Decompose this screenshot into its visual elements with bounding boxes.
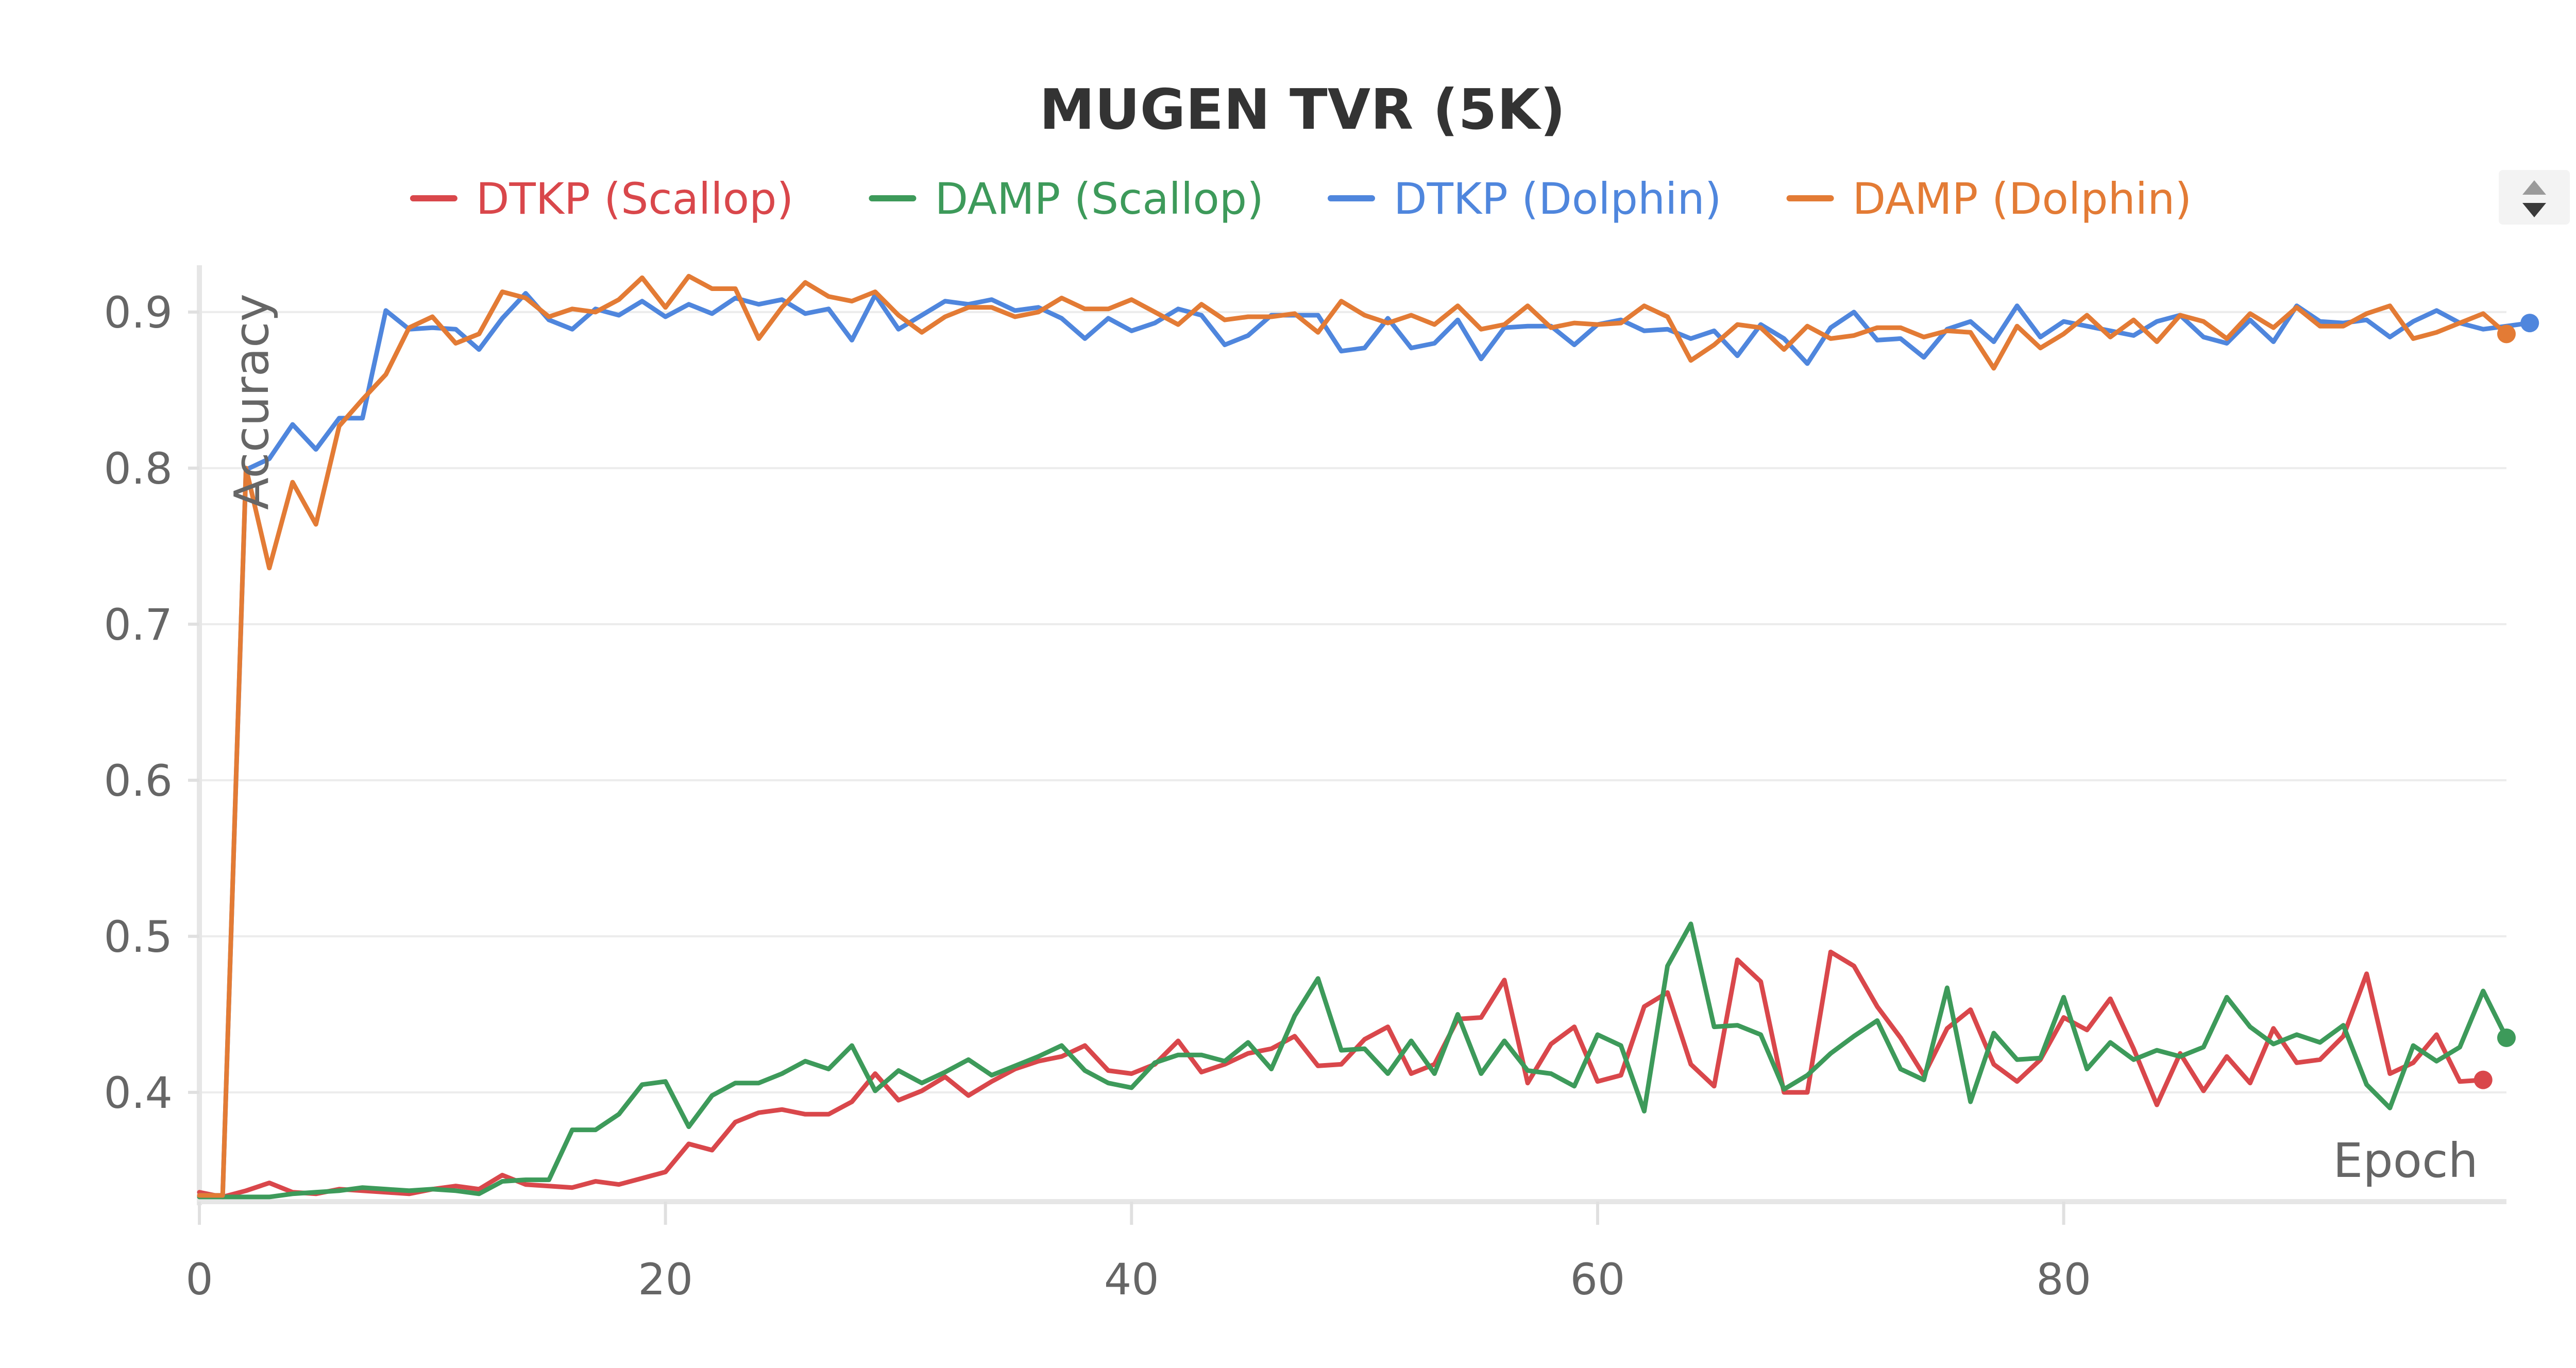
legend-label-dtkp-dolphin: DTKP (Dolphin) (1394, 174, 1722, 224)
series-end-point-dtkp-scallop (2473, 1070, 2493, 1089)
y-tick-label-2: 0.6 (104, 756, 173, 806)
scroll-down-icon[interactable] (2522, 203, 2546, 217)
x-tick-label-4: 80 (2036, 1254, 2091, 1305)
chart-title: MUGEN TVR (5K) (1039, 78, 1565, 142)
y-tick-label-1: 0.5 (104, 912, 173, 962)
y-tick-label-0: 0.4 (104, 1068, 173, 1118)
y-axis-label: Accuracy (224, 294, 279, 510)
legend-item-dtkp-dolphin[interactable]: DTKP (Dolphin) (1328, 174, 1722, 224)
x-axis-label: Epoch (2333, 1133, 2478, 1188)
x-tick-label-2: 40 (1104, 1254, 1159, 1305)
legend-label-dtkp-scallop: DTKP (Scallop) (476, 174, 793, 224)
series-line-dtkp-scallop (197, 949, 2486, 1200)
series-line-damp-scallop (197, 921, 2509, 1200)
x-tick-label-1: 20 (638, 1254, 693, 1305)
legend-label-damp-scallop: DAMP (Scallop) (935, 174, 1263, 224)
y-tick-label-3: 0.7 (104, 600, 173, 650)
series-line-dtkp-dolphin (197, 291, 2532, 1198)
y-tick-label-5: 0.9 (104, 287, 173, 338)
legend-item-damp-scallop[interactable]: DAMP (Scallop) (869, 174, 1264, 224)
series-end-point-damp-dolphin (2497, 324, 2516, 344)
legend-item-dtkp-scallop[interactable]: DTKP (Scallop) (410, 174, 793, 224)
y-tick-label-4: 0.8 (104, 443, 173, 494)
grid (199, 311, 2506, 1093)
series-end-point-dtkp-dolphin (2520, 314, 2539, 333)
scroll-up-icon[interactable] (2522, 180, 2546, 195)
legend-label-damp-dolphin: DAMP (Dolphin) (1853, 174, 2192, 224)
legend: DTKP (Scallop) DAMP (Scallop) DTKP (Dolphi… (410, 174, 2192, 224)
x-tick-label-3: 60 (1570, 1254, 1625, 1305)
legend-scroll-control[interactable] (2499, 170, 2570, 225)
series-end-point-damp-scallop (2497, 1028, 2516, 1047)
x-tick-label-0: 0 (185, 1254, 213, 1305)
ticks: 0.4 0.5 0.6 0.7 0.8 0.9 0 20 40 60 80 (104, 287, 2091, 1305)
legend-scroll-background (2499, 170, 2570, 225)
series-group (197, 273, 2539, 1200)
series-line-damp-dolphin (197, 273, 2509, 1198)
legend-item-damp-dolphin[interactable]: DAMP (Dolphin) (1786, 174, 2192, 224)
